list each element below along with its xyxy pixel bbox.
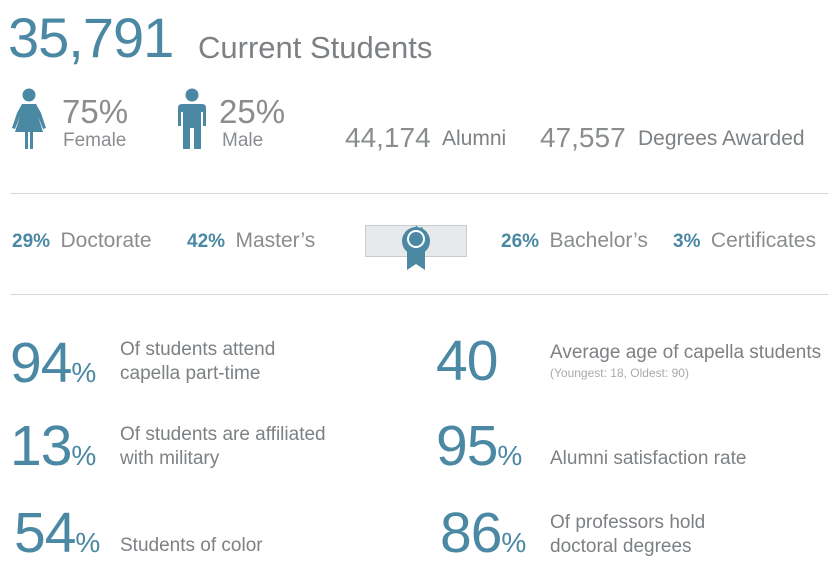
fact-unit: % [497,440,523,471]
alumni-label: Alumni [442,127,507,150]
degree-masters: 42% Master’s [187,230,315,253]
divider-bottom [10,294,828,295]
male-person-icon [178,88,206,149]
fact-average-age-text: Average age of capella students (Younges… [550,341,821,381]
fact-unit: % [75,527,101,558]
male-label: Male [222,130,264,151]
fact-number: 54 [14,501,76,565]
fact-subtext: (Youngest: 18, Oldest: 90) [550,366,689,380]
degree-certificates: 3% Certificates [673,230,816,253]
divider-top [10,193,828,194]
fact-unit: % [71,440,97,471]
degree-label: Certificates [710,229,816,252]
fact-number: 95 [436,414,498,478]
fact-text-line: Of professors hold [550,512,706,533]
fact-text-line: Alumni satisfaction rate [550,448,747,469]
fact-part-time-text: Of students attend capella part-time [120,338,275,386]
fact-number: 40 [436,329,498,393]
fact-text-line: Of students attend [120,339,276,360]
page-title: Current Students [198,30,433,65]
fact-text-line: Average age of capella students [550,342,822,363]
fact-number: 94 [10,331,72,395]
fact-text-line: Students of color [120,535,263,556]
fact-text-line: with military [120,448,220,469]
fact-text-line: capella part-time [120,363,261,384]
female-person-icon [12,88,46,149]
fact-text-line: doctoral degrees [550,536,692,557]
fact-color-number: 54% [14,503,100,573]
fact-satisfaction-text: Alumni satisfaction rate [550,447,746,471]
degree-percent: 3% [673,231,701,252]
fact-part-time-number: 94% [10,333,96,403]
fact-number: 13 [10,414,72,478]
fact-military-number: 13% [10,416,96,486]
total-students-number: 35,791 [8,6,174,69]
fact-color-text: Students of color [120,534,263,558]
alumni-number: 44,174 [345,122,431,153]
fact-unit: % [501,527,527,558]
fact-average-age-number: 40 [436,329,498,393]
degree-label: Bachelor’s [549,229,648,252]
fact-satisfaction-number: 95% [436,416,522,486]
fact-professors-number: 86% [440,503,526,573]
degrees-awarded-number: 47,557 [540,122,626,153]
fact-text-line: Of students are affiliated [120,424,326,445]
female-percent: 75% [62,93,129,130]
award-ribbon-icon [402,225,430,270]
fact-number: 86 [440,501,502,565]
degree-percent: 26% [501,231,540,252]
degree-bachelors: 26% Bachelor’s [501,230,648,253]
degree-percent: 42% [187,231,226,252]
fact-military-text: Of students are affiliated with military [120,423,326,471]
degree-doctorate: 29% Doctorate [12,230,152,253]
female-label: Female [63,130,127,151]
degree-label: Master’s [235,229,316,252]
fact-professors-text: Of professors hold doctoral degrees [550,511,705,559]
male-percent: 25% [219,93,286,130]
degree-label: Doctorate [60,229,152,252]
degrees-awarded-label: Degrees Awarded [638,127,805,150]
fact-unit: % [71,357,97,388]
degree-percent: 29% [12,231,51,252]
